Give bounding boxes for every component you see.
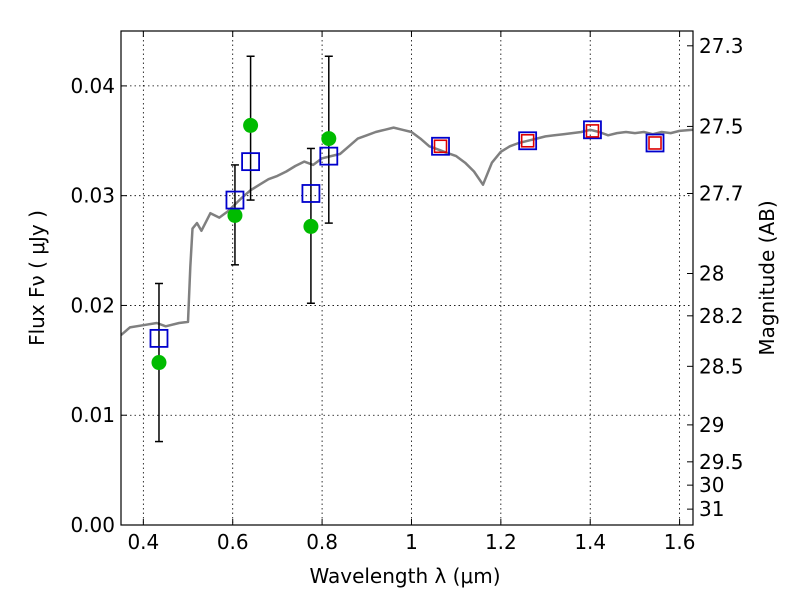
model-red-square [520, 133, 535, 148]
y-tick-label: 0.01 [70, 403, 115, 427]
x-tick-label: 1.6 [664, 530, 696, 554]
observed-point [151, 355, 167, 371]
y-tick-label: 0.02 [70, 293, 115, 317]
axis-ticks: 0.4 0.6 0.8 1 1.2 1.4 1.6 0.00 0.01 0.02 0.03 0.04 2… [70, 31, 744, 554]
model-blue-square [645, 133, 665, 153]
model-blue-square [431, 136, 450, 156]
x-tick-label: 1.2 [485, 530, 517, 554]
y2-tick-label: 28 [699, 262, 724, 286]
plot-frame [120, 30, 694, 526]
model-red-square [433, 139, 448, 154]
y2-tick-label: 28.5 [699, 354, 744, 378]
y2-tick-label: 29.5 [699, 450, 744, 474]
x-tick-label: 0.4 [127, 530, 159, 554]
model-blue-squares [149, 120, 665, 348]
y-tick-label: 0.04 [70, 74, 115, 98]
model-blue-square [241, 152, 260, 172]
observed-point [227, 207, 243, 223]
y2-tick-label: 30 [699, 473, 724, 497]
model-blue-square [518, 131, 538, 151]
x-tick-label: 0.6 [217, 530, 249, 554]
x-tick-label: 0.8 [306, 530, 338, 554]
y2-tick-label: 27.5 [699, 114, 744, 138]
y-tick-label: 0.00 [70, 513, 115, 537]
model-red-square [585, 124, 600, 138]
y2-tick-label: 27.7 [699, 181, 744, 205]
sed-spectrum [121, 126, 693, 337]
x-axis-label: Wavelength λ (μm) [309, 564, 500, 588]
y2-tick-label: 28.2 [699, 304, 744, 328]
y2-tick-label: 27.3 [699, 34, 744, 58]
grid-lines [121, 31, 693, 525]
model-blue-square [149, 328, 169, 348]
model-red-squares [433, 124, 662, 154]
x-tick-label: 1.4 [574, 530, 606, 554]
y-axis-label: Flux Fν ( μJy ) [25, 210, 49, 346]
model-red-square [648, 136, 662, 150]
y2-axis-label: Magnitude (AB) [755, 200, 779, 355]
y-tick-label: 0.03 [70, 184, 115, 208]
error-bars [154, 55, 333, 443]
model-blue-square [225, 190, 245, 210]
model-blue-square [583, 120, 602, 140]
y2-tick-label: 31 [699, 497, 724, 521]
y2-tick-label: 29 [699, 413, 724, 437]
model-blue-square [301, 184, 321, 203]
sed-line [121, 126, 693, 337]
model-blue-square [319, 146, 339, 166]
observed-points [151, 117, 337, 371]
observed-point [243, 117, 259, 133]
observed-point [321, 131, 337, 147]
observed-point [303, 218, 319, 234]
x-tick-label: 1 [405, 530, 418, 554]
